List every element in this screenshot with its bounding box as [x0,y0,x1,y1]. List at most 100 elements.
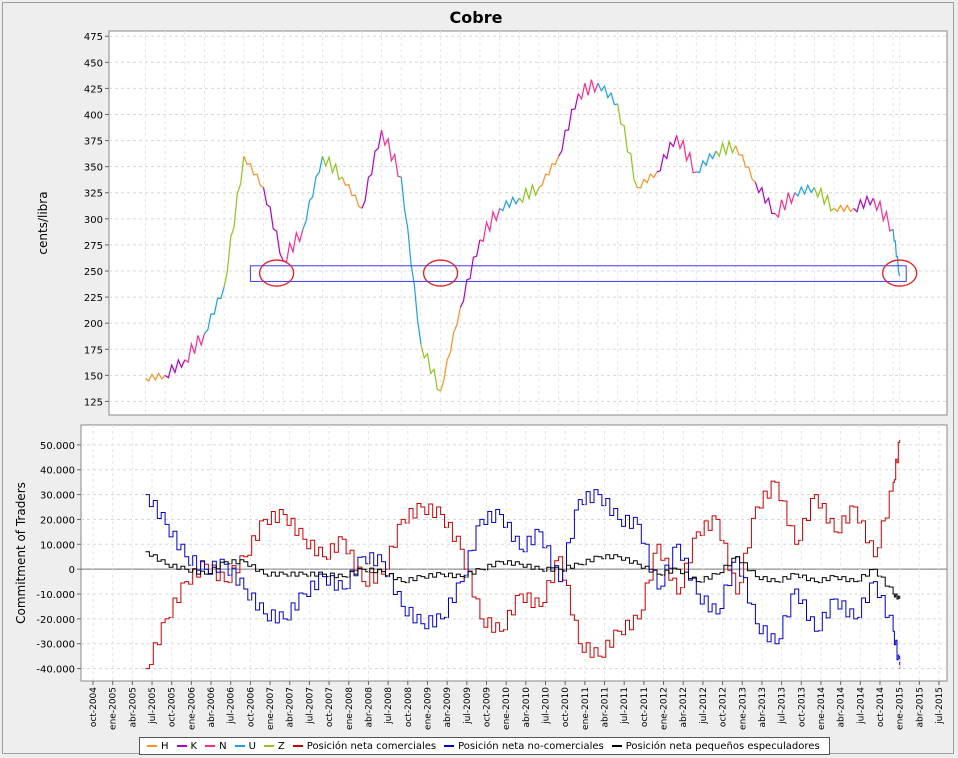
chart-title: Cobre [450,8,503,27]
x-tick-label: oct-2007 [325,687,335,727]
x-tick-label: abr-2011 [601,687,611,728]
price-segment-Z [813,186,835,212]
x-tick-label: oct-2004 [89,687,99,727]
price-segment-N [872,197,894,232]
legend-item: N [205,740,227,752]
legend-swatch [234,745,245,747]
cot-y-tick-label: 20.000 [40,515,75,526]
cot-series [145,439,901,670]
price-segment-Z [617,103,638,188]
legend-label: Z [277,740,285,752]
x-tick-label: jul-2014 [856,687,866,725]
legend-label: N [219,740,227,752]
x-tick-label: abr-2006 [207,687,217,728]
x-tick-label: abr-2012 [679,687,689,728]
cot-y-tick-label: 30.000 [40,491,75,502]
legend-swatch [292,745,303,747]
price-segment-Z [321,155,343,181]
price-segment-U [892,229,901,277]
price-segment-U [794,183,815,197]
x-tick-label: jul-2007 [305,687,315,725]
price-series [145,79,901,392]
legend-label: K [190,740,198,752]
price-segment-U [204,286,225,335]
price-y-tick-label: 325 [84,189,103,200]
price-y-tick-label: 425 [84,84,103,95]
x-tick-label: abr-2005 [128,687,138,728]
x-tick-label: jul-2009 [463,687,473,725]
price-y-tick-label: 250 [84,267,103,278]
cot-series-line [145,439,901,670]
price-segment-K [164,358,186,379]
x-tick-label: oct-2011 [640,687,650,727]
price-y-axis: 125 150 175 200 225 250 275 300 325 350 375 400 425 4… [84,32,109,408]
price-segment-K [754,182,776,215]
legend-label: U [248,740,256,752]
cot-series-line [145,489,901,669]
legend-item: Posición neta comerciales [292,740,437,752]
price-y-tick-label: 225 [84,293,103,304]
x-tick-label: abr-2010 [522,687,532,728]
x-tick-label: abr-2008 [364,687,374,728]
price-y-tick-label: 450 [84,58,103,69]
price-segment-Z [518,182,540,204]
cot-series-line [145,551,901,600]
x-tick-label: ene-2014 [817,687,827,730]
price-segment-H [637,171,658,189]
chart-svg: Cobre 125 150 175 200 225 250 275 300 325 350 375 4… [14,8,948,730]
highlight-circle [882,259,918,287]
price-y-tick-label: 275 [84,241,103,252]
price-segment-K [361,129,383,209]
x-tick-label: abr-2014 [837,687,847,728]
price-segment-H [833,204,855,213]
x-tick-label: jul-2005 [148,687,158,725]
price-segment-K [558,93,579,157]
highlight-circle [258,259,295,287]
x-tick-label: jul-2015 [935,687,945,725]
price-y-tick-label: 400 [84,110,103,121]
x-tick-label: ene-2010 [502,687,512,730]
price-y-tick-label: 200 [84,319,103,330]
x-tick-label: ene-2007 [266,687,276,730]
cot-y-tick-label: 0 [69,565,75,576]
price-segment-U [400,177,422,345]
cot-y-tick-label: -30.000 [36,640,75,651]
price-plot-area [108,30,948,416]
price-segment-H [341,176,363,209]
legend-item: Z [263,740,285,752]
price-segment-H [538,155,560,189]
price-segment-U [302,156,324,230]
x-tick-label: ene-2012 [660,687,670,730]
x-tick-label: jul-2011 [620,687,630,725]
price-y-tick-label: 150 [84,371,103,382]
price-segment-N [380,130,402,178]
x-tick-label: jul-2013 [778,687,788,725]
price-segment-N [577,79,599,101]
cot-y-tick-label: -40.000 [36,665,75,676]
cot-y-tick-label: 40.000 [40,466,75,477]
x-tick-label: jul-2010 [542,687,552,725]
legend-swatch [147,745,157,747]
cot-y-tick-label: -10.000 [36,590,75,601]
x-tick-label: ene-2008 [345,687,355,730]
x-tick-label: jul-2006 [227,687,237,725]
price-segment-N [479,208,501,243]
legend-item: H [147,741,169,752]
price-segment-H [145,372,166,382]
legend-label: Posición neta no-comerciales [458,740,604,752]
price-grid [109,31,947,415]
x-tick-label: ene-2009 [423,687,433,730]
x-tick-label: oct-2009 [482,687,492,727]
x-axis: oct-2004 ene-2005 abr-2005 jul-2005 oct-2005… [89,425,945,730]
x-tick-label: abr-2009 [443,687,453,728]
price-segment-U [696,150,717,174]
price-y-tick-label: 300 [84,215,103,226]
legend-swatch [611,745,622,747]
price-segment-H [440,307,461,392]
x-tick-label: ene-2011 [581,687,591,730]
chart-legend: H K N U Z Posición neta comerciales Posición n… [139,737,830,755]
price-y-label: cents/libra [36,191,50,254]
x-tick-label: ene-2005 [109,687,119,730]
legend-label: Posición neta comerciales [306,740,437,752]
